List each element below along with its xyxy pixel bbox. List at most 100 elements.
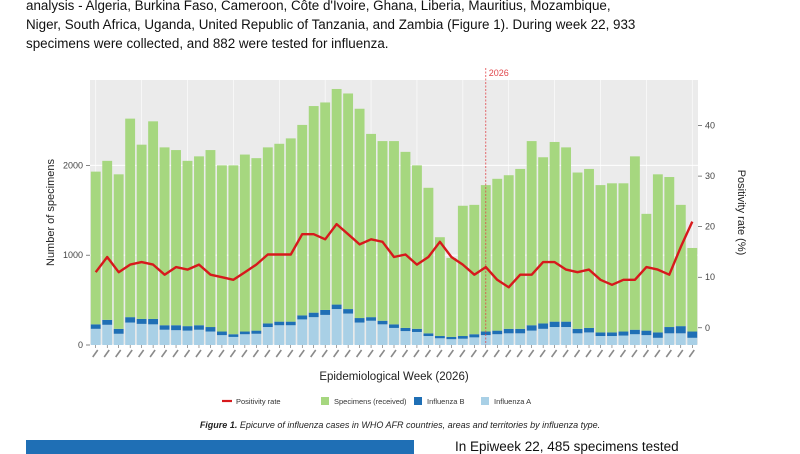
bar-influenza-a: [664, 333, 675, 345]
bar-influenza-a: [205, 331, 216, 345]
x-tick-glyph: [688, 349, 695, 358]
x-tick-glyph: [619, 349, 627, 358]
bar-influenza-b: [343, 309, 354, 314]
bar-specimens: [320, 102, 331, 310]
x-tick-glyph: [206, 349, 214, 358]
x-tick-glyph: [654, 349, 661, 358]
bar-influenza-a: [148, 324, 159, 345]
x-tick-glyph: [367, 349, 374, 358]
legend-label: Influenza B: [427, 397, 465, 406]
legend-label: Specimens (received): [334, 397, 407, 406]
x-tick-glyph: [115, 349, 122, 358]
bar-specimens: [148, 121, 159, 319]
bar-influenza-a: [136, 323, 147, 345]
x-tick-glyph: [401, 349, 409, 358]
bar-influenza-a: [561, 327, 572, 345]
y-tick-label: 2000: [63, 160, 83, 170]
bar-influenza-a: [687, 337, 698, 345]
bar-influenza-b: [629, 329, 640, 335]
bar-influenza-b: [171, 325, 181, 331]
bar-specimens: [285, 138, 296, 322]
bar-influenza-b: [469, 334, 480, 338]
x-tick-glyph: [321, 349, 328, 358]
bar-specimens: [90, 171, 101, 325]
bar-influenza-a: [159, 329, 170, 345]
bar-influenza-a: [526, 330, 537, 345]
bar-specimens: [572, 172, 583, 329]
bar-influenza-b: [561, 321, 572, 328]
bar-specimens: [561, 147, 572, 322]
bar-influenza-a: [412, 331, 422, 345]
bar-influenza-a: [584, 332, 594, 345]
bar-influenza-b: [354, 318, 365, 323]
bar-influenza-b: [434, 336, 445, 339]
bar-influenza-b: [607, 332, 617, 337]
x-tick-glyph: [149, 349, 156, 358]
x-tick-glyph: [413, 349, 420, 358]
bar-specimens: [343, 93, 354, 310]
bar-influenza-a: [492, 334, 503, 345]
bar-specimens: [389, 141, 399, 325]
legend-label: Influenza A: [494, 397, 531, 406]
bar-influenza-b: [412, 328, 422, 332]
bar-influenza-b: [285, 321, 296, 326]
intro-paragraph: analysis - Algeria, Burkina Faso, Camero…: [26, 0, 786, 53]
bar-influenza-b: [90, 324, 101, 329]
bar-specimens: [515, 168, 526, 329]
bar-specimens: [308, 106, 319, 313]
x-tick-glyph: [677, 349, 684, 358]
bar-specimens: [423, 187, 434, 334]
bar-influenza-a: [675, 333, 686, 345]
bar-specimens: [549, 141, 560, 322]
bar-influenza-b: [687, 331, 698, 338]
bar-influenza-a: [446, 339, 457, 345]
x-tick-glyph: [103, 349, 110, 358]
bar-specimens: [228, 165, 239, 335]
bar-influenza-a: [320, 314, 331, 345]
bar-specimens: [595, 185, 606, 333]
bar-influenza-b: [538, 323, 549, 329]
bar-influenza-b: [595, 332, 606, 337]
x-tick-glyph: [92, 349, 99, 358]
bar-specimens: [469, 204, 480, 335]
bar-influenza-a: [182, 330, 193, 345]
bar-influenza-b: [423, 333, 434, 337]
bar-influenza-a: [113, 333, 124, 345]
bar-influenza-a: [216, 335, 227, 345]
bar-specimens: [607, 183, 617, 333]
bar-influenza-a: [549, 327, 560, 345]
bar-influenza-b: [675, 326, 686, 334]
bar-specimens: [205, 150, 216, 328]
bar-influenza-b: [377, 320, 388, 325]
bar-influenza-b: [480, 331, 491, 336]
bar-specimens: [434, 237, 445, 337]
bar-influenza-b: [400, 327, 411, 332]
bar-influenza-a: [423, 336, 434, 345]
y-axis-ticks: 0 1000 2000: [63, 160, 90, 350]
x-axis-label: Epidemiological Week (2026): [319, 371, 469, 383]
bar-influenza-b: [148, 318, 159, 325]
bar-specimens: [412, 165, 422, 329]
figure-caption: Figure 1. Epicurve of influenza cases in…: [0, 420, 800, 430]
bar-specimens: [331, 88, 342, 305]
bar-influenza-b: [641, 330, 652, 336]
legend: Positivity rate Specimens (received) Influ…: [222, 397, 531, 406]
bar-specimens: [377, 141, 388, 321]
x-tick-glyph: [160, 349, 168, 358]
bar-influenza-b: [664, 327, 675, 334]
accent-block: [26, 440, 414, 454]
x-tick-glyph: [424, 349, 432, 358]
y2-axis-ticks: 0 10 20 30 40: [698, 121, 715, 333]
x-tick-glyph: [298, 349, 305, 358]
bar-influenza-a: [274, 325, 285, 345]
bar-specimens: [274, 143, 285, 322]
x-tick-glyph: [252, 349, 259, 358]
x-tick-glyph: [355, 349, 363, 358]
bar-influenza-b: [102, 319, 113, 325]
bar-influenza-a: [297, 319, 308, 345]
epicurve-chart: 2026 0 1000 2000 0 10 20 30 40 Number of speci…: [45, 68, 747, 406]
bar-specimens: [584, 168, 594, 328]
x-tick-glyph: [550, 349, 558, 358]
bar-influenza-b: [251, 330, 262, 334]
bar-influenza-a: [457, 338, 468, 345]
